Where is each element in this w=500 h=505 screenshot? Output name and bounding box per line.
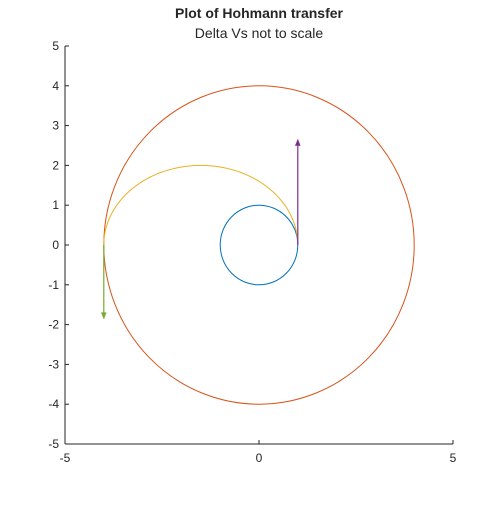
chart-title: Plot of Hohmann transfer (175, 5, 344, 21)
delta-v-arrowhead-3 (294, 138, 301, 146)
axes: -5 0 5 -5 -4 -3 -2 -1 0 1 2 3 4 5 (48, 39, 456, 465)
y-tick-label: -2 (48, 318, 59, 332)
y-tick-label: -3 (48, 357, 59, 371)
transfer-orbit-2 (103, 164, 299, 246)
y-tick-label: 1 (52, 198, 59, 212)
y-tick-label: -1 (48, 278, 59, 292)
y-tick-label: 4 (52, 79, 59, 93)
y-tick-label: -5 (48, 437, 59, 451)
plot-area (100, 85, 415, 405)
x-tick-label: -5 (60, 451, 71, 465)
chart-subtitle: Delta Vs not to scale (195, 25, 324, 41)
y-tick-label: 5 (52, 39, 59, 53)
y-tick-label: 3 (52, 119, 59, 133)
x-tick-label: 0 (256, 451, 263, 465)
orbit-circle-0 (219, 204, 299, 286)
x-tick-label: 5 (450, 451, 457, 465)
orbit-circle-1 (103, 85, 415, 405)
delta-v-arrowhead-4 (100, 312, 107, 320)
y-tick-label: 0 (52, 238, 59, 252)
y-tick-label: -4 (48, 397, 59, 411)
y-tick-label: 2 (52, 158, 59, 172)
